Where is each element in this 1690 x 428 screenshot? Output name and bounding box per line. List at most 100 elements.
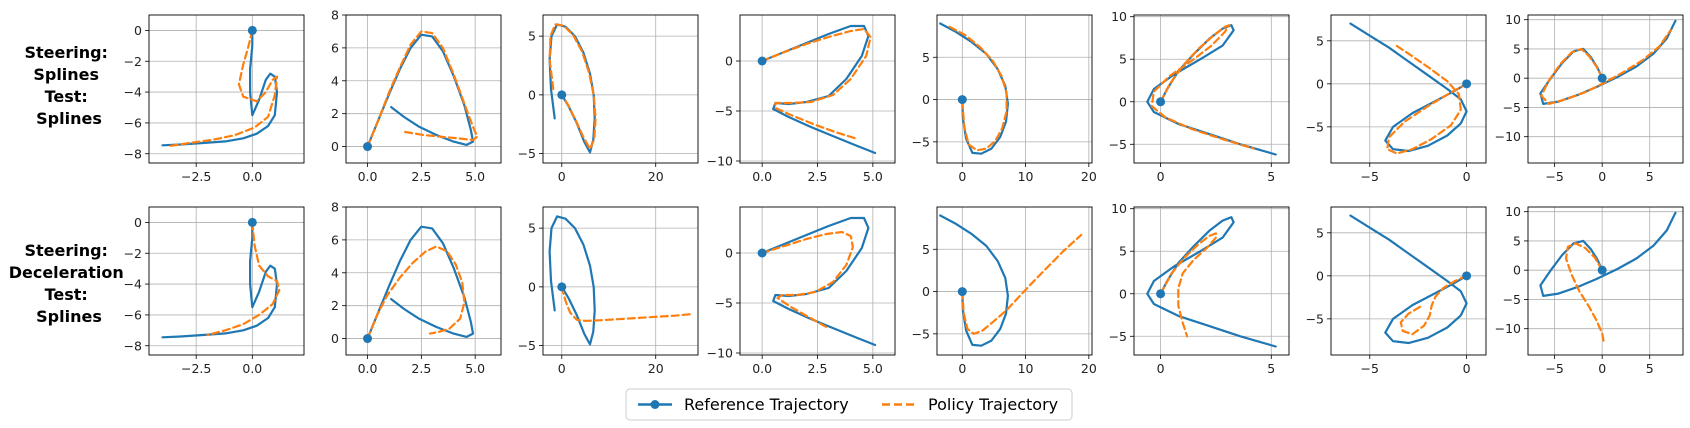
- x-tick-label: −5: [1545, 169, 1563, 184]
- legend: Reference Trajectory Policy Trajectory: [625, 388, 1073, 421]
- start-marker: [557, 90, 567, 100]
- y-tick-label: 0: [528, 87, 536, 102]
- reference-trajectory-line: [1349, 214, 1468, 345]
- x-tick-label: 5.0: [465, 361, 485, 376]
- start-marker: [247, 217, 257, 227]
- subplot-r1-c0: −2.5 0.0 0 −2 −4 −6 −8: [124, 206, 305, 376]
- axes-frame: [1527, 206, 1684, 356]
- y-tick-label: 0: [331, 139, 339, 154]
- policy-trajectory-line: [366, 245, 466, 340]
- x-tick-label: 20: [648, 361, 664, 376]
- subplot-r0-c6: −5 0 5 0 −5: [1306, 14, 1487, 184]
- start-marker: [557, 282, 567, 292]
- y-tick-label: −6: [124, 307, 142, 322]
- y-tick-label: 6: [331, 232, 339, 247]
- y-tick-label: −5: [518, 338, 536, 353]
- reference-trajectory-line: [366, 225, 475, 340]
- plot-area: [939, 22, 1010, 155]
- plot-area: [1539, 211, 1677, 345]
- x-tick-label: 0: [958, 361, 966, 376]
- subplot-r0-c4: 0 10 20 5 0 −5: [912, 14, 1097, 184]
- y-tick-label: −5: [1306, 119, 1324, 134]
- x-tick-label: 5.0: [863, 169, 883, 184]
- axes-background: [1134, 15, 1289, 163]
- y-tick-label: 10: [1111, 9, 1127, 24]
- x-tick-label: 0.0: [242, 169, 262, 184]
- x-tick-label: 0: [958, 169, 966, 184]
- start-marker: [1462, 271, 1472, 281]
- x-tick-label: −2.5: [181, 361, 211, 376]
- x-tick-label: −2.5: [181, 169, 211, 184]
- x-tick-label: 10: [1018, 169, 1034, 184]
- start-marker: [363, 334, 373, 344]
- y-tick-label: −10: [1495, 321, 1521, 336]
- y-tick-label: −5: [715, 104, 733, 119]
- axes-background: [1528, 15, 1683, 163]
- y-tick-label: 0: [1119, 94, 1127, 109]
- axes-frame: [739, 14, 896, 164]
- policy-trajectory-line: [548, 23, 597, 150]
- subplot-r0-c5: 0 5 10 5 0 −5: [1109, 9, 1290, 184]
- row-label-1: Steering: Deceleration Test: Splines: [9, 241, 130, 326]
- reference-trajectory-line: [1539, 211, 1677, 297]
- y-tick-label: −2: [124, 54, 142, 69]
- y-tick-label: 8: [331, 200, 339, 215]
- start-marker: [1597, 265, 1607, 275]
- x-tick-label: 0: [1463, 169, 1471, 184]
- y-tick-label: 2: [331, 298, 339, 313]
- y-tick-label: 10: [1505, 12, 1521, 27]
- plot-area: [1539, 19, 1677, 106]
- axes-background: [1528, 207, 1683, 355]
- start-marker: [757, 56, 767, 66]
- y-tick-label: −6: [124, 115, 142, 130]
- axes-background: [1331, 15, 1486, 163]
- policy-trajectory-line: [1159, 232, 1218, 338]
- x-tick-label: 5.0: [863, 361, 883, 376]
- reference-trajectory-line: [939, 214, 1010, 347]
- reference-trajectory-line: [939, 22, 1010, 155]
- axes-frame: [1133, 206, 1290, 356]
- axes-background: [543, 207, 698, 355]
- y-tick-label: 0: [1316, 268, 1324, 283]
- y-tick-label: 0: [134, 215, 142, 230]
- axes-frame: [148, 206, 305, 356]
- x-tick-label: 0: [1598, 361, 1606, 376]
- y-tick-label: 0: [1513, 263, 1521, 278]
- x-tick-label: 0: [558, 361, 566, 376]
- axes-background: [937, 207, 1092, 355]
- policy-trajectory-line: [961, 233, 1083, 335]
- axes-frame: [1330, 14, 1487, 164]
- y-tick-label: 0: [922, 92, 930, 107]
- x-tick-label: 20: [1081, 361, 1097, 376]
- policy-trajectory-line: [206, 221, 281, 337]
- y-tick-label: 5: [1316, 225, 1324, 240]
- plot-area: [161, 217, 281, 339]
- y-tick-label: 0: [1513, 71, 1521, 86]
- y-tick-label: 0: [725, 54, 733, 69]
- y-tick-label: −5: [912, 326, 930, 341]
- start-marker: [363, 142, 373, 152]
- reference-trajectory-line: [548, 215, 596, 346]
- plot-area: [548, 215, 695, 346]
- y-tick-label: 10: [1505, 204, 1521, 219]
- subplot-r1-c7: −5 0 5 10 5 0 −5 −10: [1495, 204, 1684, 376]
- y-tick-label: −5: [912, 134, 930, 149]
- y-tick-label: −4: [124, 85, 142, 100]
- x-tick-label: 0: [1463, 361, 1471, 376]
- subplot-r0-c3: 0.0 2.5 5.0 0 −5 −10: [707, 14, 896, 184]
- axes-frame: [936, 14, 1093, 164]
- x-tick-label: 5: [1267, 169, 1275, 184]
- axes-frame: [542, 14, 699, 164]
- x-tick-label: 20: [1081, 169, 1097, 184]
- policy-trajectory-line: [760, 230, 855, 329]
- axes-frame: [542, 206, 699, 356]
- subplot-r1-c2: 0 20 5 0 −5: [518, 206, 699, 376]
- plot-area: [1146, 24, 1277, 156]
- subplot-r1-c6: −5 0 5 0 −5: [1306, 206, 1487, 376]
- x-tick-label: 10: [1018, 361, 1034, 376]
- axes-frame: [936, 206, 1093, 356]
- y-tick-label: 0: [134, 23, 142, 38]
- policy-trajectory-line: [948, 25, 1008, 152]
- x-tick-label: 2.5: [808, 361, 828, 376]
